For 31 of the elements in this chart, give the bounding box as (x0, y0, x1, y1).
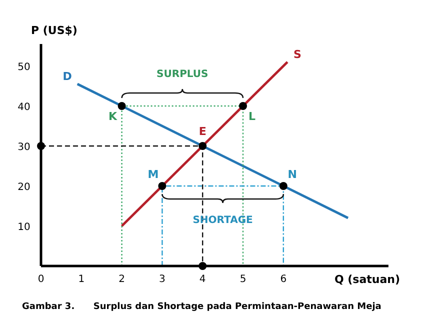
point (158, 182, 166, 190)
x-tick-label: 6 (280, 274, 287, 285)
point (239, 102, 247, 110)
annotation: SURPLUS (156, 69, 208, 80)
x-tick-label: 1 (78, 274, 85, 285)
annotation: K (108, 110, 118, 123)
annotation: SHORTAGE (192, 215, 254, 226)
x-tick-label: 2 (118, 274, 125, 285)
point (279, 182, 288, 190)
annotation: L (248, 110, 256, 123)
y-tick-label: 50 (18, 62, 30, 73)
x-tick-label: 4 (199, 274, 206, 285)
point (198, 142, 207, 150)
x-tick-label: 0 (38, 274, 44, 285)
point (37, 142, 45, 150)
x-axis-title: Q (satuan) (334, 273, 400, 286)
series-label: D (62, 70, 72, 83)
x-tick-label: 3 (159, 274, 166, 285)
text: Gambar 3. Surplus dan Shortage pada Permintaan-Penawaran Meja (22, 302, 382, 312)
annotation: E (198, 125, 206, 138)
y-axis-title: P (US$) (31, 24, 78, 37)
point (198, 262, 207, 270)
y-tick-label: 20 (18, 182, 30, 193)
x-tick-label: 5 (240, 274, 246, 285)
y-tick-label: 40 (18, 102, 30, 113)
annotation: M (148, 168, 159, 181)
series-label: S (293, 48, 302, 61)
point (118, 102, 126, 110)
annotation: N (288, 168, 298, 181)
y-tick-label: 30 (18, 142, 30, 153)
y-tick-label: 10 (18, 222, 30, 233)
